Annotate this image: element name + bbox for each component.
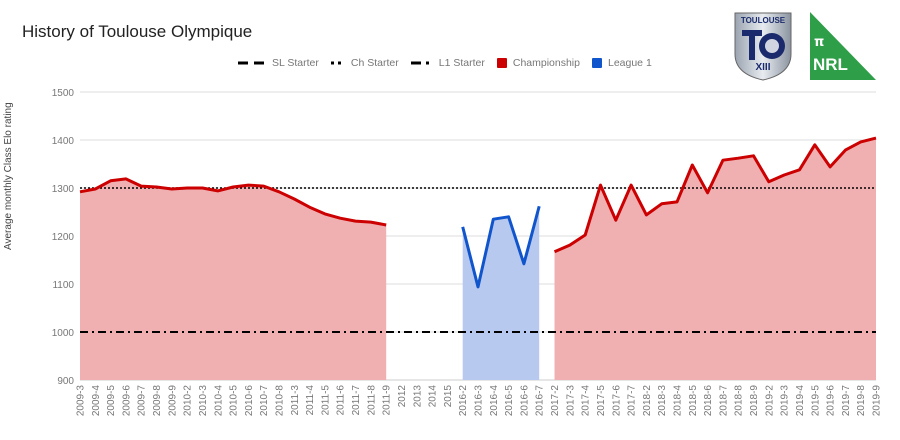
x-tick-label: 2018-9 — [749, 385, 760, 417]
y-tick-label: 1500 — [52, 88, 75, 99]
series-areas — [80, 138, 876, 380]
y-tick-label: 1100 — [52, 280, 74, 291]
y-tick-label: 1400 — [52, 136, 75, 147]
x-tick-label: 2010-3 — [198, 385, 209, 417]
x-tick-label: 2016-3 — [474, 385, 485, 417]
x-tick-label: 2017-6 — [611, 385, 622, 417]
x-tick-label: 2009-7 — [137, 385, 148, 417]
x-tick-label: 2011-9 — [382, 385, 393, 416]
x-tick-label: 2017-7 — [627, 385, 638, 417]
championship-area — [80, 178, 387, 380]
y-axis-ticks: 900 1000 1100 1200 1300 1400 1500 — [52, 88, 75, 387]
x-tick-label: 2011-8 — [366, 385, 377, 416]
x-tick-label: 2016-4 — [489, 385, 500, 417]
x-tick-label: 2010-4 — [213, 385, 224, 417]
legend-item-sl-starter[interactable]: SL Starter — [238, 57, 319, 69]
svg-text:NRL: NRL — [813, 55, 848, 74]
x-tick-label: 2019-3 — [780, 385, 791, 417]
x-tick-label: 2018-2 — [642, 385, 653, 417]
x-tick-label: 2015 — [443, 385, 454, 408]
x-tick-label: 2009-4 — [91, 385, 102, 417]
x-tick-label: 2011-5 — [320, 385, 331, 416]
championship-line — [79, 177, 387, 227]
blue-square-icon — [591, 58, 602, 68]
y-tick-label: 900 — [57, 376, 74, 387]
x-tick-label: 2019-8 — [856, 385, 867, 417]
x-tick-label: 2010-7 — [259, 385, 270, 417]
legend-item-league-1[interactable]: League 1 — [591, 57, 652, 69]
svg-text:XIII: XIII — [755, 62, 770, 73]
championship-line — [553, 136, 877, 254]
x-tick-label: 2017-4 — [581, 385, 592, 417]
x-tick-label: 2017-5 — [596, 385, 607, 417]
legend-item-l1-starter[interactable]: L1 Starter — [410, 57, 485, 69]
x-tick-label: 2018-8 — [734, 385, 745, 417]
x-tick-label: 2018-5 — [688, 385, 699, 417]
pi-nrl-logo: π NRL — [810, 12, 876, 80]
league1-area — [462, 206, 540, 380]
x-tick-label: 2009-5 — [106, 385, 117, 417]
x-tick-label: 2018-3 — [657, 385, 668, 417]
x-tick-label: 2010-8 — [275, 385, 286, 417]
toulouse-olympique-logo: TOULOUSE XIII — [734, 12, 792, 81]
x-tick-label: 2009-9 — [167, 385, 178, 417]
x-tick-label: 2014 — [428, 385, 439, 408]
red-square-icon — [496, 58, 507, 68]
x-tick-label: 2011-7 — [351, 385, 362, 416]
x-axis-ticks: 2009-3 2009-4 2009-5 2009-6 2009-7 2009-8 2009… — [76, 385, 883, 417]
dash-dot-line-icon — [410, 61, 433, 65]
dashed-line-icon — [238, 61, 266, 65]
legend: SL Starter Ch Starter L1 Starter Champio… — [238, 57, 664, 69]
y-tick-label: 1200 — [52, 232, 75, 243]
x-tick-label: 2016-7 — [535, 385, 546, 417]
x-tick-label: 2016-6 — [519, 385, 530, 417]
y-tick-label: 1300 — [52, 184, 75, 195]
x-tick-label: 2016-5 — [504, 385, 515, 417]
legend-item-championship[interactable]: Championship — [496, 57, 580, 69]
x-tick-label: 2017-3 — [565, 385, 576, 417]
x-tick-label: 2019-6 — [826, 385, 837, 417]
svg-text:TOULOUSE: TOULOUSE — [741, 16, 786, 25]
x-tick-label: 2009-6 — [121, 385, 132, 417]
x-tick-label: 2019-5 — [810, 385, 821, 417]
x-tick-label: 2018-4 — [673, 385, 684, 417]
svg-text:π: π — [814, 35, 824, 50]
x-tick-label: 2018-6 — [703, 385, 714, 417]
x-tick-label: 2019-2 — [764, 385, 775, 417]
x-tick-label: 2009-8 — [152, 385, 163, 417]
x-tick-label: 2013 — [412, 385, 423, 408]
x-tick-label: 2018-7 — [718, 385, 729, 417]
x-tick-label: 2011-4 — [305, 385, 316, 416]
y-tick-label: 1000 — [52, 328, 75, 339]
x-tick-label: 2010-6 — [244, 385, 255, 417]
league1-line — [461, 205, 541, 289]
x-tick-label: 2009-3 — [76, 385, 87, 417]
dotted-line-icon — [330, 61, 345, 65]
series-lines — [79, 136, 877, 289]
x-tick-label: 2016-2 — [458, 385, 469, 417]
x-tick-label: 2010-5 — [229, 385, 240, 417]
reference-lines — [80, 187, 876, 333]
x-tick-label: 2011-3 — [290, 385, 301, 416]
legend-item-ch-starter[interactable]: Ch Starter — [330, 57, 399, 69]
x-tick-label: 2017-2 — [550, 385, 561, 417]
x-tick-label: 2010-2 — [183, 385, 194, 417]
x-tick-label: 2011-6 — [336, 385, 347, 416]
x-tick-label: 2012 — [397, 385, 408, 408]
chart-title: History of Toulouse Olympique — [22, 22, 253, 41]
x-tick-label: 2019-9 — [872, 385, 883, 417]
x-tick-label: 2019-4 — [795, 385, 806, 417]
championship-area — [554, 138, 876, 380]
x-tick-label: 2019-7 — [841, 385, 852, 417]
